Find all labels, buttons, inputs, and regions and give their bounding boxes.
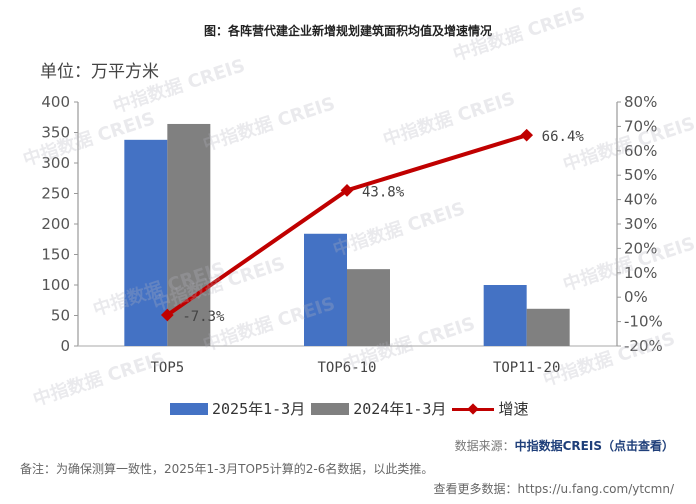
- legend-item-2025: 2025年1-3月: [170, 398, 305, 419]
- category-label: TOP5: [150, 360, 184, 376]
- category-label: TOP11-20: [493, 360, 560, 376]
- data-source: 数据来源：中指数据CREIS（点击查看）: [455, 437, 674, 454]
- left-tick-label: 200: [41, 215, 70, 233]
- bar-2024-TOP6-10: [347, 269, 390, 346]
- legend-label-growth: 增速: [498, 400, 529, 418]
- bar-series: [124, 123, 570, 347]
- unit-label: 单位：万平方米: [40, 62, 159, 82]
- legend-label-2025: 2025年1-3月: [212, 400, 306, 418]
- bar-2024-TOP11-20: [526, 308, 570, 346]
- right-tick-label: 40%: [624, 191, 657, 209]
- right-tick-label: 70%: [624, 117, 657, 135]
- legend-swatch-2025: [170, 402, 208, 415]
- source-prefix: 数据来源：: [454, 439, 515, 453]
- diamond-marker-icon: [520, 128, 534, 142]
- legend-swatch-2024: [311, 402, 350, 415]
- right-tick-label: -20%: [624, 337, 663, 355]
- more-data-link[interactable]: 查看更多数据：https://u.fang.com/ytcmn/: [433, 482, 674, 496]
- legend: 2025年1-3月 2024年1-3月 增速: [170, 398, 534, 419]
- right-tick-label: 0%: [624, 288, 648, 306]
- legend-label-2024: 2024年1-3月: [353, 400, 447, 418]
- left-tick-label: 400: [41, 93, 70, 111]
- right-y-axis: -20% -10% 0% 10% 20% 30% 40% 50% 60% 70% 80%: [616, 93, 663, 355]
- legend-item-growth: 增速: [452, 398, 528, 419]
- right-tick-label: 20%: [624, 239, 657, 257]
- growth-data-label: 43.8%: [362, 184, 405, 200]
- right-tick-label: -10%: [624, 313, 663, 331]
- footnote: 备注：为确保测算一致性，2025年1-3月TOP5计算的2-6名数据，以此类推。: [20, 462, 434, 476]
- growth-data-label: -7.3%: [182, 309, 225, 325]
- left-tick-label: 250: [41, 185, 70, 203]
- diamond-marker-icon: [340, 183, 354, 197]
- diamond-marker-icon: [160, 308, 174, 322]
- left-tick-label: 350: [41, 124, 70, 142]
- bar-2025-TOP6-10: [304, 233, 347, 346]
- left-tick-label: 50: [51, 307, 70, 325]
- combo-chart: 0 50 100 150 200 250 300 350 400 -20% -10% 0% 10% 20…: [41, 93, 663, 376]
- legend-line-diamond-icon: [452, 402, 495, 415]
- bar-2025-TOP5: [124, 139, 168, 346]
- left-tick-label: 100: [41, 276, 70, 294]
- left-tick-label: 0: [60, 337, 70, 355]
- category-label: TOP6-10: [317, 360, 376, 376]
- right-tick-label: 30%: [624, 215, 657, 233]
- right-tick-label: 60%: [624, 142, 657, 160]
- right-tick-label: 80%: [624, 93, 657, 111]
- chart-title: 图：各阵营代建企业新增规划建筑面积均值及增速情况: [203, 24, 492, 38]
- right-tick-label: 10%: [624, 264, 657, 282]
- bar-2025-TOP11-20: [483, 285, 527, 346]
- left-tick-label: 150: [41, 246, 70, 264]
- legend-item-2024: 2024年1-3月: [311, 398, 446, 419]
- x-axis-categories: TOP5 TOP6-10 TOP11-20: [150, 360, 560, 376]
- left-tick-label: 300: [41, 154, 70, 172]
- right-tick-label: 50%: [624, 166, 657, 184]
- growth-data-label: 66.4%: [542, 129, 585, 145]
- source-click-link[interactable]: （点击查看）: [601, 439, 674, 453]
- growth-line-series: -7.3% 43.8% 66.4%: [160, 128, 585, 325]
- source-brand-link[interactable]: 中指数据CREIS: [514, 439, 602, 453]
